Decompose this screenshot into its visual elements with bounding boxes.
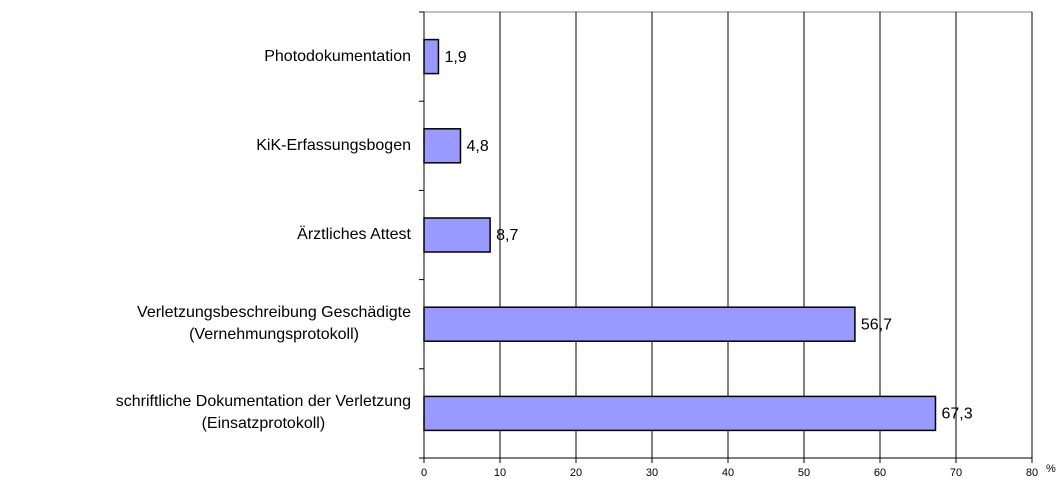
bar	[423, 217, 491, 253]
x-tick-label: 80	[1026, 467, 1038, 479]
bar	[423, 395, 937, 432]
x-tick-label: 0	[421, 467, 427, 479]
x-tick-label: 60	[874, 467, 886, 479]
x-tick-label: 30	[646, 467, 658, 479]
x-tick-label: 40	[722, 467, 734, 479]
x-tick-label: 20	[570, 467, 582, 479]
y-tick-label: schriftliche Dokumentation der Verletzun…	[115, 393, 411, 433]
y-tick-label: KiK-Erfassungsbogen	[256, 136, 411, 154]
bar	[423, 306, 856, 342]
bar	[423, 128, 462, 164]
y-tick-label: Verletzungsbeschreibung Geschädigte (Ver…	[137, 304, 411, 344]
value-label: 8,7	[496, 227, 518, 244]
value-label: 1,9	[444, 49, 466, 66]
y-tick-label: Ärztliches Attest	[297, 226, 411, 243]
bar	[423, 38, 440, 75]
value-label: 56,7	[861, 316, 892, 333]
x-tick-label: 50	[798, 467, 810, 479]
y-tick-label: Photodokumentation	[264, 47, 411, 65]
value-label: 4,8	[466, 138, 488, 155]
x-tick-label: 10	[494, 467, 506, 479]
x-axis-label: %	[1046, 463, 1056, 475]
x-tick-label: 70	[950, 467, 962, 479]
value-label: 67,3	[941, 406, 972, 423]
